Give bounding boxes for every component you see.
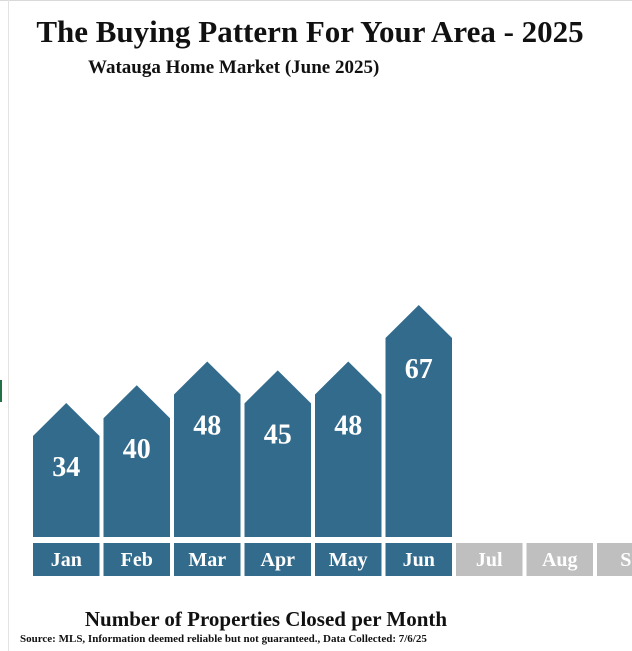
month-box-jul bbox=[456, 543, 523, 576]
top-border bbox=[0, 0, 632, 1]
month-box-jan bbox=[33, 543, 100, 576]
month-box-aug bbox=[526, 543, 593, 576]
month-label-may: May bbox=[329, 549, 368, 571]
month-box-may bbox=[315, 543, 382, 576]
value-label-may: 48 bbox=[334, 410, 362, 441]
bar-jun bbox=[385, 305, 452, 537]
month-label-jul: Jul bbox=[476, 549, 503, 571]
source-note: Source: MLS, Information deemed reliable… bbox=[20, 633, 427, 645]
month-label-feb: Feb bbox=[121, 549, 153, 571]
month-box-se bbox=[597, 543, 632, 576]
month-label-aug: Aug bbox=[542, 549, 578, 571]
value-label-jan: 34 bbox=[52, 452, 80, 483]
cell-marker bbox=[0, 380, 2, 402]
month-label-apr: Apr bbox=[261, 549, 296, 571]
month-label-se: Se bbox=[620, 549, 632, 571]
bar-may bbox=[315, 361, 382, 537]
bar-jan bbox=[33, 403, 100, 537]
bar-chart: 34 Jan 40 Feb 48 Mar 45 Apr 48 May 67 Jun Jul Aug Se bbox=[33, 305, 632, 576]
value-label-feb: 40 bbox=[123, 434, 151, 465]
value-label-mar: 48 bbox=[193, 410, 221, 441]
left-border bbox=[8, 0, 9, 651]
chart-title: The Buying Pattern For Your Area - 2025 bbox=[36, 14, 584, 49]
chart-subtitle: Watauga Home Market (June 2025) bbox=[88, 57, 380, 78]
bar-mar bbox=[174, 361, 241, 537]
month-box-mar bbox=[174, 543, 241, 576]
month-label-mar: Mar bbox=[188, 549, 226, 571]
month-box-feb bbox=[103, 543, 170, 576]
bar-apr bbox=[244, 370, 311, 537]
month-label-jan: Jan bbox=[51, 549, 82, 571]
month-label-jun: Jun bbox=[403, 549, 435, 571]
chart-caption: Number of Properties Closed per Month bbox=[84, 607, 448, 631]
value-label-apr: 45 bbox=[264, 419, 292, 450]
month-box-jun bbox=[385, 543, 452, 576]
month-box-apr bbox=[244, 543, 311, 576]
value-label-jun: 67 bbox=[405, 354, 433, 385]
bar-feb bbox=[103, 385, 170, 537]
